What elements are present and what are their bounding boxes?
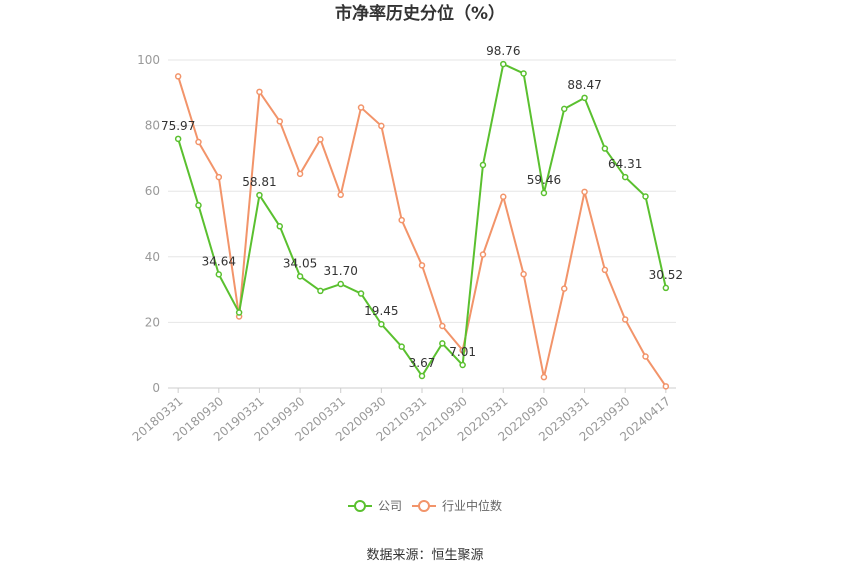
y-tick-label: 80: [145, 119, 160, 133]
data-point[interactable]: [256, 191, 263, 199]
data-point[interactable]: [296, 170, 304, 178]
data-point[interactable]: [642, 193, 649, 200]
data-point[interactable]: [357, 104, 365, 111]
y-tick-label: 100: [137, 53, 160, 67]
series-group: [174, 60, 670, 390]
data-point[interactable]: [560, 285, 568, 292]
data-point[interactable]: [276, 118, 284, 125]
y-tick-label: 0: [152, 381, 160, 395]
data-label: 34.64: [202, 254, 236, 268]
data-point[interactable]: [540, 373, 548, 381]
data-point[interactable]: [337, 191, 344, 199]
data-point[interactable]: [479, 251, 487, 258]
data-point[interactable]: [621, 173, 629, 181]
data-label: 88.47: [567, 78, 601, 92]
data-point[interactable]: [398, 216, 405, 224]
legend[interactable]: 公司 行业中位数: [348, 498, 502, 513]
data-point[interactable]: [215, 271, 223, 278]
legend-company-marker: [354, 500, 366, 512]
data-point[interactable]: [215, 173, 223, 181]
data-label: 34.05: [283, 256, 317, 270]
data-point[interactable]: [560, 105, 568, 113]
legend-industry-label: 行业中位数: [442, 498, 502, 513]
data-label: 30.52: [649, 268, 683, 282]
legend-item-company[interactable]: 公司: [348, 499, 402, 513]
legend-company-label: 公司: [378, 499, 402, 513]
data-point[interactable]: [439, 340, 446, 347]
y-tick-label: 60: [145, 184, 160, 198]
data-label: 64.31: [608, 157, 642, 171]
data-point[interactable]: [662, 383, 670, 390]
data-labels: 75.97 34.64 58.81 34.05 31.70 19.45 3.67 7.01 98…: [161, 44, 683, 370]
data-label: 59.46: [527, 173, 561, 187]
data-point[interactable]: [662, 284, 670, 292]
data-point[interactable]: [601, 266, 609, 274]
data-point[interactable]: [337, 280, 344, 288]
data-point[interactable]: [439, 322, 446, 330]
data-source: 数据来源：恒生聚源: [366, 548, 483, 563]
data-point[interactable]: [601, 145, 609, 152]
data-point[interactable]: [540, 189, 548, 197]
data-label: 31.70: [324, 264, 358, 278]
data-point[interactable]: [500, 60, 507, 68]
y-tick-label: 20: [145, 315, 160, 329]
data-point[interactable]: [174, 135, 182, 143]
data-point[interactable]: [174, 73, 182, 80]
data-point[interactable]: [378, 122, 385, 130]
data-point[interactable]: [296, 273, 304, 280]
data-label: 19.45: [364, 304, 398, 318]
y-tick-label: 40: [145, 250, 160, 264]
data-point[interactable]: [276, 223, 284, 230]
legend-item-industry-median[interactable]: 行业中位数: [412, 498, 502, 513]
data-point[interactable]: [642, 353, 649, 360]
data-label: 75.97: [161, 119, 195, 133]
data-label: 3.67: [409, 356, 436, 370]
data-point[interactable]: [581, 188, 588, 196]
data-point[interactable]: [398, 343, 405, 350]
data-point[interactable]: [357, 290, 365, 297]
data-label: 98.76: [486, 44, 520, 58]
data-point[interactable]: [256, 88, 263, 96]
data-point[interactable]: [581, 94, 588, 102]
data-point[interactable]: [520, 270, 527, 278]
data-point[interactable]: [459, 361, 466, 369]
data-point[interactable]: [621, 316, 629, 323]
data-point[interactable]: [317, 287, 324, 295]
data-point[interactable]: [235, 309, 243, 316]
data-point[interactable]: [195, 138, 202, 146]
data-point[interactable]: [520, 70, 527, 77]
chart-title: 市净率历史分位（%）: [335, 3, 505, 24]
data-point[interactable]: [418, 372, 426, 380]
grid-lines: [168, 59, 676, 323]
data-point[interactable]: [378, 320, 385, 328]
data-point[interactable]: [500, 193, 507, 201]
data-point[interactable]: [479, 161, 487, 169]
data-label: 58.81: [242, 175, 276, 189]
data-point[interactable]: [317, 136, 324, 143]
series-line: [177, 76, 667, 387]
data-point[interactable]: [418, 262, 426, 269]
legend-industry-marker: [418, 500, 430, 512]
data-label: 7.01: [449, 345, 476, 359]
data-point[interactable]: [195, 202, 202, 209]
